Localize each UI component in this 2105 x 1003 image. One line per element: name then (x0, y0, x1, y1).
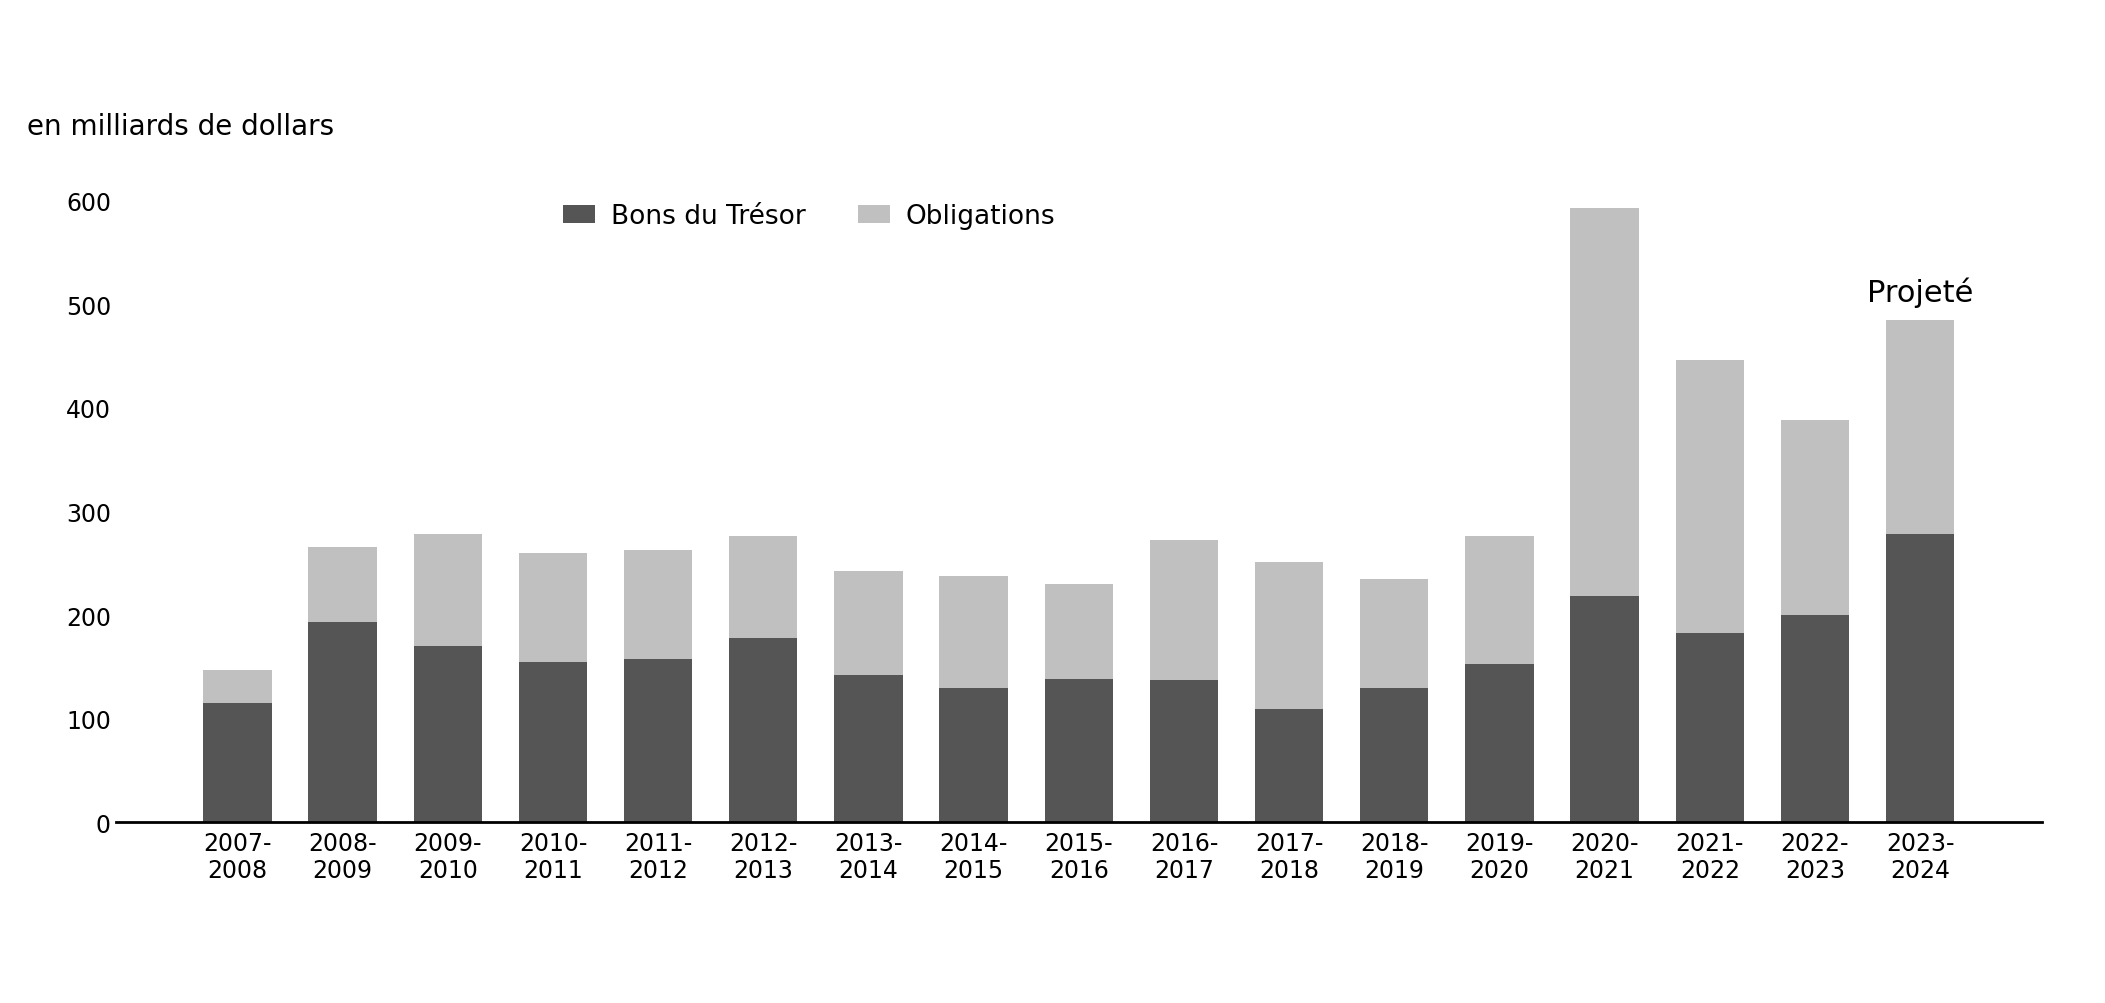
Bar (204, 670, 272, 703)
Bar (1360, 579, 1429, 688)
Bar (1886, 320, 1953, 535)
Bar (728, 537, 798, 638)
Bar (939, 688, 1008, 822)
Bar (1781, 420, 1848, 616)
Bar (415, 535, 482, 647)
Bar (1465, 537, 1535, 664)
Legend: Bons du Trésor, Obligations: Bons du Trésor, Obligations (554, 194, 1065, 241)
Bar (1781, 616, 1848, 822)
Bar (1570, 209, 1640, 597)
Bar (204, 703, 272, 822)
Bar (1360, 688, 1429, 822)
Bar (518, 662, 587, 822)
Bar (1676, 633, 1743, 822)
Bar (309, 547, 377, 623)
Bar (1570, 597, 1640, 822)
Text: Projeté: Projeté (1867, 278, 1972, 308)
Bar (1044, 680, 1114, 822)
Bar (1044, 585, 1114, 680)
Bar (1255, 709, 1324, 822)
Bar (415, 647, 482, 822)
Bar (1676, 361, 1743, 633)
Bar (939, 576, 1008, 688)
Bar (518, 554, 587, 662)
Bar (834, 572, 903, 675)
Bar (1255, 563, 1324, 709)
Bar (1149, 541, 1219, 681)
Bar (309, 623, 377, 822)
Bar (1886, 535, 1953, 822)
Bar (1149, 681, 1219, 822)
Bar (1465, 664, 1535, 822)
Bar (623, 551, 693, 659)
Bar (623, 659, 693, 822)
Text: en milliards de dollars: en milliards de dollars (27, 112, 335, 140)
Bar (834, 675, 903, 822)
Bar (728, 638, 798, 822)
